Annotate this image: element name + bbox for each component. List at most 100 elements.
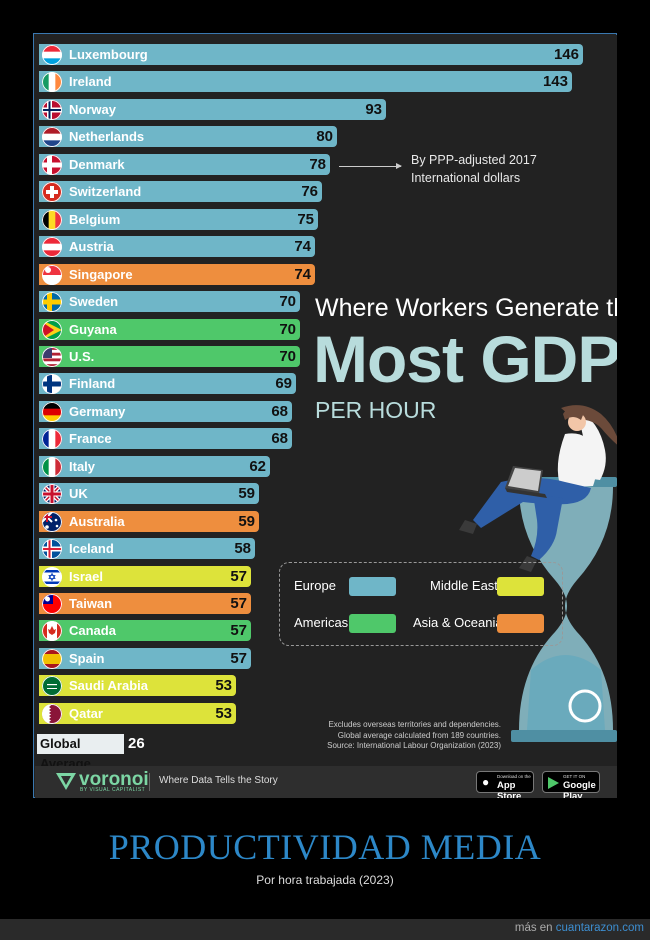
data-label: 59 [238,485,255,502]
flag-icon-fr [42,428,62,449]
data-label: 57 [230,595,247,612]
google-play-small: GET IT ON [563,774,586,779]
flag-icon-sa [42,675,62,696]
app-store-button[interactable]: ● Download on the App Store [476,771,534,798]
data-label: 75 [297,211,314,228]
flag-icon-tw [42,593,62,614]
apple-icon: ● [482,775,490,789]
data-label: 68 [271,430,288,447]
voronoi-logo-icon [56,773,76,790]
bar-label: Guyana [69,322,117,337]
flag-icon-fi [42,373,62,394]
bar-label: Canada [69,623,116,638]
footer-bar: voronoi BY VISUAL CAPITALIST Where Data … [35,766,617,798]
data-label: 57 [230,568,247,585]
legend-label-asia-oceania: Asia & Oceania [413,615,503,630]
bar [39,236,315,257]
bar [39,209,318,230]
data-label: 76 [301,183,318,200]
site-link[interactable]: cuantarazon.com [555,922,644,934]
bar-label: Germany [69,404,126,419]
app-store-label: App Store [497,780,522,798]
bar [39,401,292,422]
title-line-1: Where Workers Generate the [315,294,617,322]
app-store-small: Download on the [497,774,531,779]
google-play-button[interactable]: GET IT ON Google Play [542,771,600,798]
flag-icon-uk [42,483,62,504]
data-label: 146 [553,46,579,63]
title-line-2: Most GDP [313,322,617,396]
bar-label: Finland [69,376,116,391]
flag-icon-ch [42,181,62,202]
legend-label-middle-east: Middle East [430,578,498,593]
unit-note-line: International dollars [411,171,521,185]
bar [39,44,583,65]
global-average-label: Global Average [37,734,124,771]
bar [39,71,572,92]
bar [39,511,259,532]
woman-on-hourglass-illustration [459,405,617,742]
bar [39,346,300,367]
data-label: 143 [542,73,568,90]
data-label: 53 [215,677,232,694]
flag-icon-sg [42,264,62,285]
bar-label: Qatar [69,706,103,721]
site-credit: más en cuantarazon.com [515,922,644,934]
legend-swatch-europe [349,577,396,596]
global-average-value: 26 [128,735,145,752]
flag-icon-gy [42,319,62,340]
unit-note-line: By PPP-adjusted 2017 [411,153,537,167]
bar-label: Norway [69,102,116,117]
flag-icon-no [42,99,62,120]
bar-label: Belgium [69,212,121,227]
unit-note: By PPP-adjusted 2017 International dolla… [411,151,537,187]
bar-label: Australia [69,514,125,529]
bar-label: Switzerland [69,184,142,199]
bar-label: France [69,431,112,446]
bar [39,181,322,202]
tagline: Where Data Tells the Story [159,775,278,786]
footnotes: Excludes overseas territories and depend… [281,720,501,752]
data-label: 53 [215,705,232,722]
google-play-label: Google Play [563,780,596,798]
bar [39,291,300,312]
data-label: 57 [230,622,247,639]
flag-icon-nl [42,126,62,147]
data-label: 70 [279,321,296,338]
site-footer: más en cuantarazon.com [0,919,650,940]
data-label: 70 [279,348,296,365]
flag-icon-ie [42,71,62,92]
flag-icon-au [42,511,62,532]
bar [39,703,236,724]
flag-icon-es [42,648,62,669]
legend-label-europe: Europe [294,578,336,593]
bar [39,319,300,340]
legend: Europe Middle East Americas Asia & Ocean… [279,562,563,646]
bar-label: Spain [69,651,105,666]
flag-icon-at [42,236,62,257]
bar-label: Sweden [69,294,119,309]
bar-label: Luxembourg [69,47,148,62]
data-label: 58 [234,540,251,557]
bar [39,428,292,449]
legend-label-americas: Americas [294,615,349,630]
bar-label: Austria [69,239,114,254]
legend-swatch-middle-east [497,577,544,596]
flag-icon-se [42,291,62,312]
data-label: 78 [309,156,326,173]
brand-sub: BY VISUAL CAPITALIST [80,787,146,793]
bar [39,538,255,559]
play-icon [548,777,559,789]
data-label: 70 [279,293,296,310]
bar-label: Iceland [69,541,114,556]
bar-label: Italy [69,459,96,474]
flag-icon-de [42,401,62,422]
bar [39,483,259,504]
bar [39,648,251,669]
brand-name: voronoi [79,769,149,790]
bar [39,373,296,394]
bar [39,675,236,696]
data-label: 59 [238,513,255,530]
chart-panel: Luxembourg 146 Ireland 143 Norway 93 Netherlan… [35,35,617,798]
site-prefix: más en [514,922,556,934]
